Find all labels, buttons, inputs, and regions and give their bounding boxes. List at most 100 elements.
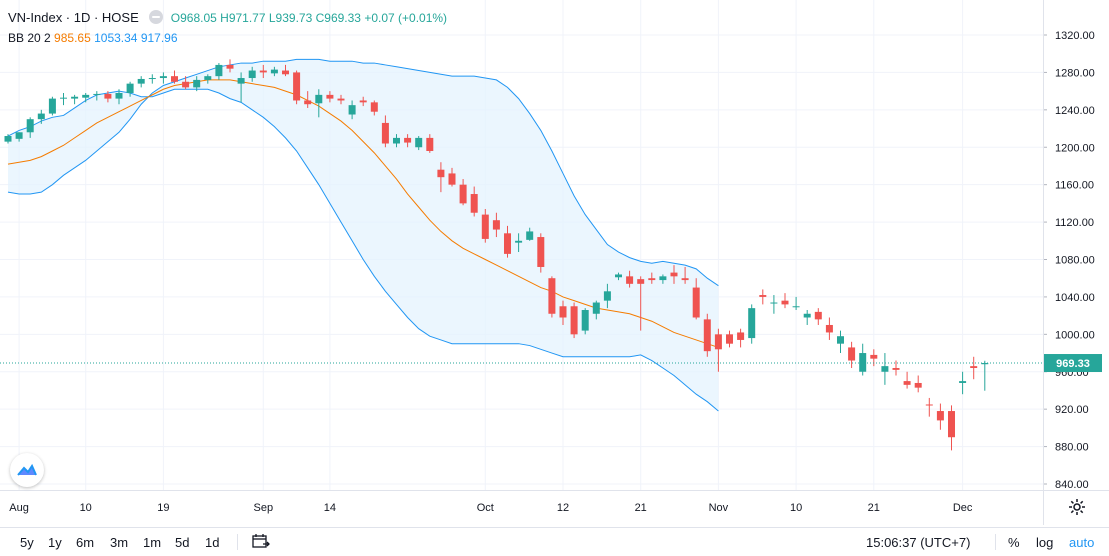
candle-body [171,76,178,82]
y-tick-label: 1040.00 [1055,292,1095,304]
x-tick-label: 19 [157,502,169,514]
candle-down [781,293,789,309]
candle-down [681,266,689,284]
candle-down [404,134,412,148]
candle-up [959,371,967,395]
candle-down [492,212,500,238]
candle-body [404,137,412,143]
candlestick-chart[interactable]: 840.00880.00920.00960.001000.001040.0010… [0,0,1109,525]
eye-icon[interactable] [148,10,163,24]
candle-up [770,295,778,314]
range-1d-button[interactable]: 1d [205,535,220,550]
candle-up [592,300,600,320]
candle-up [803,310,811,325]
log-scale-toggle[interactable]: log [1036,535,1054,550]
bb-row: BB 20 2 985.65 1053.34 917.96 [8,28,447,48]
calendar-range-icon[interactable] [252,533,270,549]
candle-up [15,132,23,142]
legend: VN-Index · 1D · HOSE O968.05 H971.77 L939… [8,8,447,48]
candle-up [837,330,844,354]
candle-down [304,91,312,108]
candle-down [359,96,367,107]
low-value: L939.73 [268,11,313,25]
candle-down [448,167,456,187]
candle-down [381,115,389,148]
range-5d-button[interactable]: 5d [175,535,190,550]
range-1y-button[interactable]: 1y [48,535,62,550]
candle-body [215,64,223,77]
candle-body [48,98,56,114]
candle-body [492,220,500,230]
price-tag-label: 969.33 [1056,358,1090,370]
symbol-label[interactable]: VN-Index · 1D · HOSE [8,10,139,25]
candle-up [859,343,867,376]
y-tick-label: 1320.00 [1055,30,1095,42]
candle-body [326,94,334,99]
candle-body [637,279,645,284]
candle-down [481,208,489,243]
candle-body [792,306,800,308]
candle-body [370,102,378,112]
candle-down [337,94,345,105]
gear-icon[interactable] [1067,497,1087,517]
bb-lower-line [7,88,719,412]
tradingview-logo-icon[interactable] [10,453,44,487]
x-tick-label: Aug [9,502,29,514]
candle-body [559,306,567,318]
candle-down [293,70,301,105]
candle-up [881,353,889,385]
candle-down [670,265,678,284]
candle-up [659,274,667,284]
candle-body [848,347,856,361]
candle-body [670,272,678,277]
bb-upper-line [7,58,719,287]
auto-scale-toggle[interactable]: auto [1069,535,1095,550]
candle-body [681,278,689,281]
candle-body [104,93,112,99]
candle-down [226,59,234,73]
x-tick-label: 12 [557,502,569,514]
range-3m-button[interactable]: 3m [110,535,129,550]
candle-up [615,272,622,281]
range-1m-button[interactable]: 1m [143,535,162,550]
candle-up [48,96,56,116]
candle-body [60,97,67,99]
candle-body [837,336,844,344]
candle-up [515,233,523,253]
bb-label[interactable]: BB 20 2 [8,31,51,45]
symbol-row: VN-Index · 1D · HOSE O968.05 H971.77 L939… [8,8,447,28]
candle-body [737,332,745,340]
candle-body [748,308,756,339]
y-tick-label: 1160.00 [1055,180,1094,192]
percent-scale-toggle[interactable]: % [1008,535,1020,550]
candle-body [959,381,967,383]
candle-body [548,278,556,314]
candle-body [526,231,534,240]
candle-up [204,74,212,84]
candle-down [903,371,911,389]
candle-body [4,136,12,142]
candle-body [293,72,301,101]
chart-area[interactable]: 840.00 880.00 920.00 960.00 1000.00 1040.00 10… [0,0,1109,525]
y-tick-label: 920.00 [1055,404,1089,416]
candle-body [615,274,622,278]
candle-down [470,186,478,217]
y-tick-label: 1000.00 [1055,329,1095,341]
candle-up [115,89,123,105]
candle-body [814,311,822,320]
candle-body [659,276,667,281]
candle-down [537,233,545,273]
candle-body [825,324,833,333]
candle-up [315,89,323,118]
change-value: +0.07 (+0.01%) [364,11,448,25]
range-5y-button[interactable]: 5y [20,535,34,550]
candle-down [104,91,112,103]
candle-body [603,291,611,301]
candle-down [914,375,922,393]
candle-body [714,334,722,350]
x-tick-label: 21 [868,502,880,514]
candle-down [759,289,767,305]
range-6m-button[interactable]: 6m [76,535,95,550]
clock-time[interactable]: 15:06:37 (UTC+7) [866,535,971,550]
candle-body [82,94,90,98]
